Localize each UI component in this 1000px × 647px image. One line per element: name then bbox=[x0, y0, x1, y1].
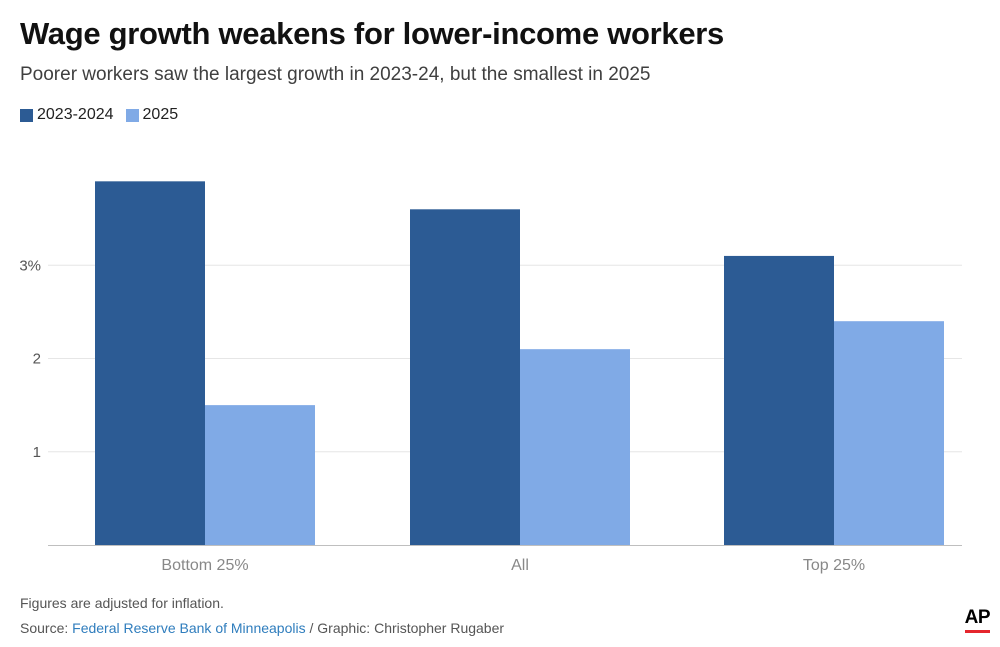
y-tick-label: 1 bbox=[33, 444, 41, 461]
bar-all-2023-2024[interactable] bbox=[410, 209, 520, 546]
x-category-label: All bbox=[511, 557, 529, 574]
x-axis-labels: Bottom 25% All Top 25% bbox=[161, 557, 865, 574]
source-prefix: Source: bbox=[20, 620, 73, 636]
bar-bottom-25-2023-2024[interactable] bbox=[95, 181, 205, 545]
legend-swatch-2023-2024 bbox=[20, 108, 33, 122]
ap-logo: AP bbox=[964, 607, 991, 633]
bar-bottom-25-2025[interactable] bbox=[205, 405, 315, 545]
bars bbox=[95, 181, 944, 546]
source-suffix: / Graphic: Christopher Rugaber bbox=[305, 620, 505, 636]
y-tick-label: 2 bbox=[33, 351, 41, 368]
bar-top-25-2025[interactable] bbox=[834, 321, 944, 545]
y-axis-ticks: 1 2 3% bbox=[19, 257, 41, 461]
chart-title: Wage growth weakens for lower-income wor… bbox=[20, 16, 724, 51]
legend-item-2025: 2025 bbox=[125, 106, 179, 124]
legend-label-2025: 2025 bbox=[142, 106, 179, 123]
legend-label-2023-2024: 2023-2024 bbox=[37, 106, 114, 123]
ap-logo-text: AP bbox=[964, 607, 991, 628]
footnote: Figures are adjusted for inflation. bbox=[20, 595, 224, 611]
legend-item-2023-2024: 2023-2024 bbox=[20, 106, 114, 124]
legend: 2023-2024 2025 bbox=[20, 106, 190, 124]
ap-logo-underline bbox=[964, 630, 990, 633]
source-link[interactable]: Federal Reserve Bank of Minneapolis bbox=[72, 620, 306, 636]
bar-top-25-2023-2024[interactable] bbox=[724, 255, 834, 546]
y-tick-label: 3% bbox=[19, 257, 41, 274]
x-category-label: Bottom 25% bbox=[161, 557, 248, 574]
x-category-label: Top 25% bbox=[803, 557, 865, 574]
bar-all-2025[interactable] bbox=[520, 349, 630, 545]
source-line: Source: Federal Reserve Bank of Minneapo… bbox=[20, 620, 504, 636]
chart-subtitle: Poorer workers saw the largest growth in… bbox=[20, 64, 651, 85]
legend-swatch-2025 bbox=[125, 108, 139, 122]
